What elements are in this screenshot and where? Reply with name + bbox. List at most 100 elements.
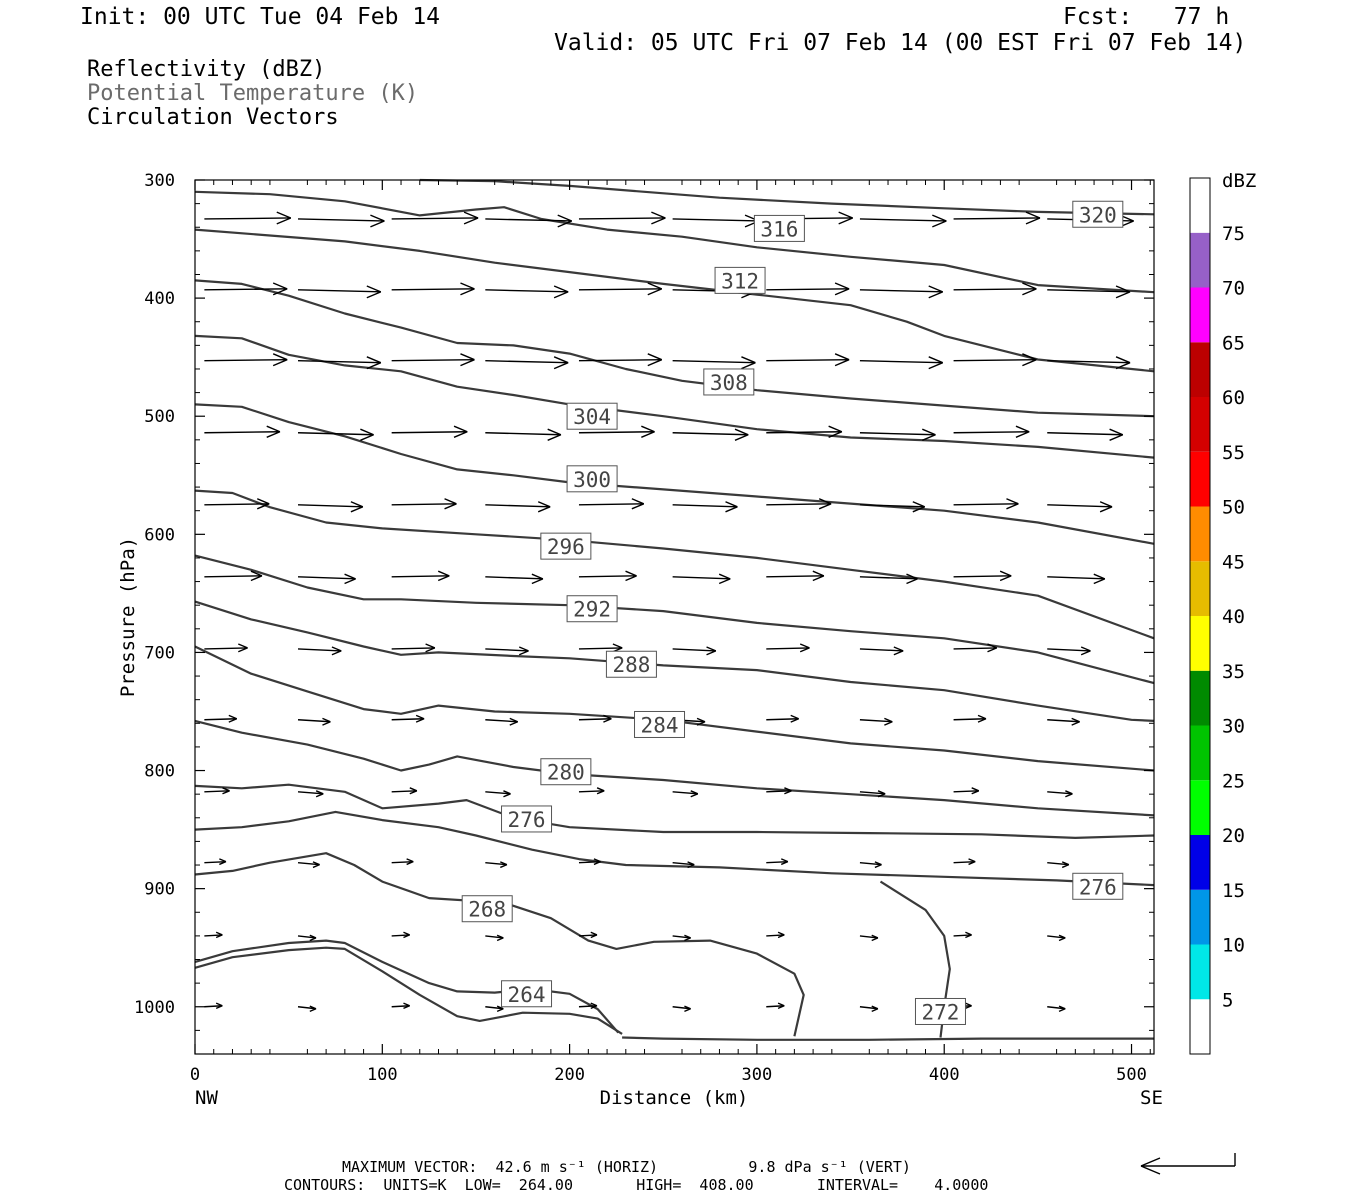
theta-contour-288	[194, 645, 1155, 772]
vector-arrow	[578, 570, 637, 582]
vector-arrow	[578, 425, 655, 438]
contour-label: 276	[1072, 872, 1124, 900]
svg-text:296: 296	[547, 535, 585, 559]
vector-arrow	[766, 282, 850, 296]
vector-arrow	[859, 790, 886, 798]
plot-frame	[194, 179, 1155, 1055]
vector-arrow	[953, 931, 972, 939]
vector-arrow	[485, 646, 529, 656]
contour-label: 280	[540, 758, 592, 786]
colorbar-swatch	[1190, 944, 1210, 1000]
vector-arrow	[298, 356, 382, 370]
svg-text:292: 292	[573, 598, 611, 622]
colorbar-level-label: 15	[1222, 880, 1245, 902]
vector-arrow	[953, 643, 998, 653]
vector-arrow	[204, 643, 248, 653]
contour-label: 300	[566, 465, 618, 493]
colorbar-swatch	[1190, 835, 1210, 890]
vector-arrow	[578, 858, 601, 866]
y-tick-label: 900	[144, 880, 175, 900]
legend-circulation-vectors: Circulation Vectors	[87, 105, 339, 130]
colorbar-level-label: 25	[1222, 770, 1245, 792]
vector-arrow	[485, 790, 511, 798]
vector-arrow	[485, 356, 569, 370]
svg-text:316: 316	[760, 217, 798, 241]
vector-arrow	[672, 790, 699, 798]
theta-contours	[194, 178, 1155, 1041]
vector-arrow	[953, 714, 987, 723]
contour-label: 284	[634, 710, 686, 738]
vector-arrow	[859, 214, 947, 228]
vector-arrow	[391, 931, 410, 939]
theta-contour-272	[194, 852, 805, 1037]
theta-contour-300	[194, 489, 1155, 640]
vector-arrow	[297, 573, 356, 585]
x-end-label-se: SE	[1140, 1087, 1163, 1109]
theta-contour-320	[194, 190, 1155, 294]
vector-arrow	[672, 501, 738, 513]
vector-arrow	[672, 1005, 691, 1013]
vector-arrow	[953, 787, 980, 795]
init-time: Init: 00 UTC Tue 04 Feb 14	[80, 4, 441, 30]
colorbar-swatch	[1190, 616, 1210, 671]
theta-contour-312	[194, 279, 1155, 418]
vector-arrow	[1047, 356, 1131, 370]
forecast-hour: Fcst: 77 h	[1063, 4, 1230, 30]
vector-arrow	[859, 861, 882, 869]
colorbar-swatch	[1190, 342, 1210, 397]
contour-label: 312	[714, 266, 766, 294]
colorbar-swatch	[1190, 232, 1210, 288]
colorbar-level-label: 50	[1222, 497, 1245, 519]
contour-label: 268	[461, 895, 513, 923]
vector-arrow	[859, 501, 926, 513]
vector-arrow	[578, 282, 663, 296]
vector-arrow	[766, 787, 792, 795]
legend-reflectivity: Reflectivity (dBZ)	[87, 57, 326, 82]
contour-label: 308	[703, 368, 755, 396]
theta-contour-308	[194, 334, 1155, 459]
vector-arrow	[485, 573, 544, 585]
theta-contour-276	[194, 810, 1155, 887]
colorbar-level-label: 20	[1222, 825, 1245, 847]
valid-time: Valid: 05 UTC Fri 07 Feb 14 (00 EST Fri …	[554, 30, 1247, 56]
vector-arrow	[298, 285, 382, 299]
vector-arrow	[1047, 428, 1124, 441]
y-tick-label: 500	[144, 407, 175, 427]
vector-arrow	[204, 498, 270, 510]
vector-arrow	[204, 787, 230, 795]
vector-arrow	[391, 643, 436, 653]
vector-arrow	[766, 570, 825, 582]
vector-arrow	[1047, 501, 1113, 513]
svg-text:280: 280	[547, 761, 585, 785]
vector-arrow	[953, 353, 1037, 367]
vector-arrow	[297, 861, 320, 869]
contour-label: 276	[501, 805, 553, 833]
vector-arrow	[953, 282, 1037, 296]
vector-arrow	[672, 573, 731, 585]
vector-arrow	[485, 934, 504, 942]
x-tick-label: 500	[1116, 1065, 1147, 1085]
vector-arrow	[1047, 717, 1080, 726]
vector-arrow	[859, 717, 893, 726]
vector-arrow	[1047, 861, 1070, 869]
theta-contour-324	[419, 178, 1155, 216]
colorbar-level-label: 45	[1222, 551, 1245, 573]
vector-arrow	[766, 353, 850, 367]
vector-arrow	[1047, 934, 1066, 942]
vector-arrow	[672, 214, 760, 228]
vector-arrow	[578, 211, 666, 225]
vector-arrow	[204, 714, 238, 723]
colorbar-level-label: 10	[1222, 935, 1245, 957]
y-tick-label: 400	[144, 289, 175, 309]
vector-arrow	[204, 353, 288, 367]
contour-label: 272	[914, 997, 966, 1025]
y-tick-label: 800	[144, 762, 175, 782]
vector-arrow	[204, 425, 281, 438]
vector-arrow	[766, 498, 832, 510]
svg-text:284: 284	[641, 713, 679, 737]
vector-arrow	[859, 356, 944, 370]
vector-arrow	[391, 570, 450, 582]
vector-arrow	[204, 931, 223, 939]
legend-potential-temperature: Potential Temperature (K)	[87, 81, 419, 106]
svg-text:264: 264	[508, 983, 546, 1007]
